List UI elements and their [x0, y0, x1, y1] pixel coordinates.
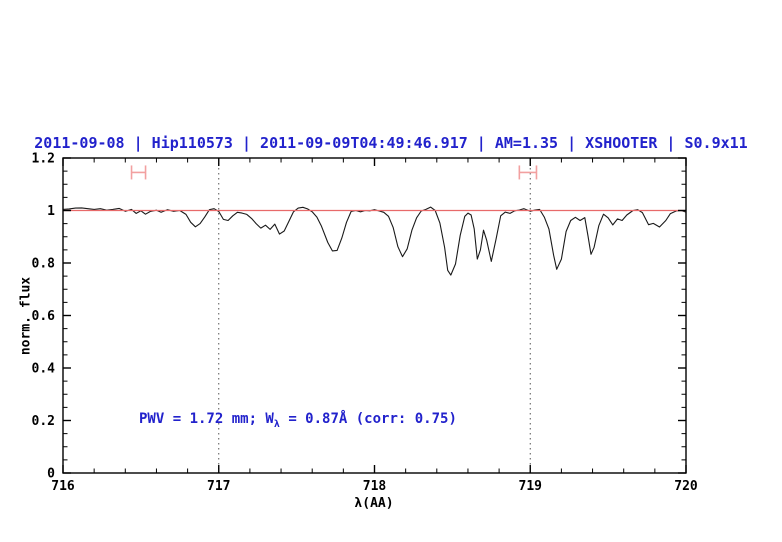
pwv-annotation-subscript: λ — [273, 418, 280, 430]
pwv-annotation-prefix: PWV = 1.72 mm; W — [139, 411, 274, 427]
y-axis-label: norm. flux — [18, 276, 34, 356]
pwv-annotation: PWV = 1.72 mm; Wλ = 0.87Å (corr: 0.75) — [139, 411, 457, 430]
chart-title: 2011-09-08 | Hip110573 | 2011-09-09T04:4… — [34, 134, 748, 152]
x-tick-label: 720 — [674, 479, 698, 494]
pwv-annotation-suffix: = 0.87Å (corr: 0.75) — [279, 411, 457, 427]
y-tick-label: 0.8 — [32, 257, 56, 272]
x-axis-label: λ(AA) — [354, 496, 394, 511]
x-tick-label: 718 — [363, 479, 387, 494]
y-tick-label: 0.6 — [32, 309, 56, 324]
y-tick-label: 0.4 — [32, 362, 56, 377]
y-tick-label: 1.2 — [32, 152, 55, 167]
x-tick-label: 719 — [519, 479, 542, 494]
y-tick-label: 0 — [47, 467, 55, 482]
x-tick-label: 716 — [51, 479, 75, 494]
y-tick-label: 1 — [47, 204, 55, 219]
y-tick-label: 0.2 — [32, 414, 55, 429]
spectrum-path — [62, 206, 687, 276]
x-tick-label: 717 — [207, 479, 230, 494]
